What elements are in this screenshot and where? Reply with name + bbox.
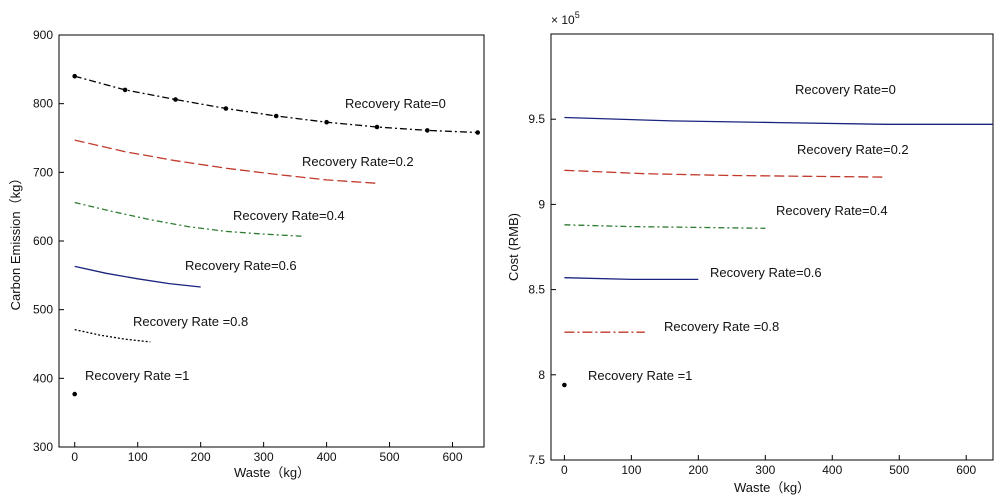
y-tick-label: 8 [538, 368, 545, 382]
series-line [74, 201, 302, 237]
series-label: Recovery Rate=0.2 [302, 154, 414, 169]
y-tick-label: 400 [33, 371, 53, 385]
data-point [273, 113, 279, 119]
x-tick-label: 300 [254, 450, 274, 464]
series-line [564, 277, 699, 281]
ticks: 0 100 200 300 400 500 600 300 400 500 600 700 800 900 [33, 28, 463, 464]
x-tick-label: 200 [191, 450, 211, 464]
x-tick-label: 0 [71, 450, 78, 464]
series-labels: Recovery Rate=0 Recovery Rate=0.2 Recovery… [588, 82, 909, 383]
series-label: Recovery Rate=0 [795, 82, 896, 97]
axis-exponent-base: × 10 [551, 13, 575, 27]
x-tick-label: 600 [956, 463, 976, 477]
series-label: Recovery Rate=0.4 [776, 203, 888, 218]
x-tick-label: 300 [755, 463, 775, 477]
x-tick-label: 400 [317, 450, 337, 464]
y-axis-label: Carbon Emission（kg） [8, 172, 23, 311]
data-point [223, 106, 229, 111]
data-point [72, 391, 77, 397]
y-axis-label: Cost (RMB) [506, 213, 521, 281]
axis-exponent: × 105 [551, 10, 580, 27]
series-line [564, 116, 993, 125]
y-tick-label: 600 [33, 234, 53, 248]
series-line [564, 169, 886, 178]
x-tick-label: 500 [889, 463, 909, 477]
data-point [122, 87, 128, 93]
x-tick-label: 600 [443, 450, 463, 464]
series-label: Recovery Rate=0.6 [185, 258, 297, 273]
y-tick-label: 7.5 [528, 453, 545, 467]
series-label: Recovery Rate=0.2 [797, 142, 909, 157]
series-label: Recovery Rate=0 [345, 96, 446, 111]
series-label: Recovery Rate=0.4 [233, 208, 345, 223]
y-tick-label: 700 [33, 165, 53, 179]
series-label: Recovery Rate=0.6 [710, 265, 822, 280]
y-tick-label: 9 [538, 197, 545, 211]
data-point [425, 128, 430, 133]
data-point [562, 382, 567, 388]
x-tick-label: 100 [128, 450, 148, 464]
y-tick-label: 300 [33, 440, 53, 454]
ticks: 0 100 200 300 400 500 600 7.5 8 8.5 9 9.5 [528, 112, 976, 477]
data-point [173, 97, 178, 102]
series-line [74, 265, 201, 288]
series-line [564, 224, 766, 229]
series-group [562, 116, 993, 388]
plot-frame [550, 33, 994, 461]
series-label: Recovery Rate =1 [85, 368, 189, 383]
x-axis-label: Waste（kg） [734, 480, 810, 495]
x-tick-label: 100 [621, 463, 641, 477]
x-tick-label: 200 [688, 463, 708, 477]
series-labels: Recovery Rate=0 Recovery Rate=0.2 Recovery… [85, 96, 446, 383]
y-tick-label: 8.5 [528, 283, 545, 297]
series-label: Recovery Rate =1 [588, 368, 692, 383]
series-line [74, 328, 151, 343]
x-tick-label: 500 [380, 450, 400, 464]
y-tick-label: 800 [33, 97, 53, 111]
cost-chart: 0 100 200 300 400 500 600 7.5 8 8.5 9 9.5 Recovery … [506, 10, 994, 495]
data-point [324, 119, 329, 125]
x-tick-label: 400 [822, 463, 842, 477]
y-tick-label: 500 [33, 303, 53, 317]
axis-exponent-power: 5 [575, 10, 580, 20]
x-axis-label: Waste（kg） [234, 465, 310, 480]
series-group [72, 73, 481, 397]
series-label: Recovery Rate =0.8 [664, 319, 779, 334]
data-point [72, 73, 77, 79]
data-point [475, 130, 481, 135]
y-tick-label: 900 [33, 28, 53, 42]
y-tick-label: 9.5 [528, 112, 545, 126]
series-label: Recovery Rate =0.8 [133, 314, 248, 329]
carbon-emission-chart: 0 100 200 300 400 500 600 300 400 500 600 700 800 900… [8, 28, 485, 480]
x-tick-label: 0 [561, 463, 568, 477]
series-line [74, 139, 378, 184]
data-point [374, 124, 380, 130]
